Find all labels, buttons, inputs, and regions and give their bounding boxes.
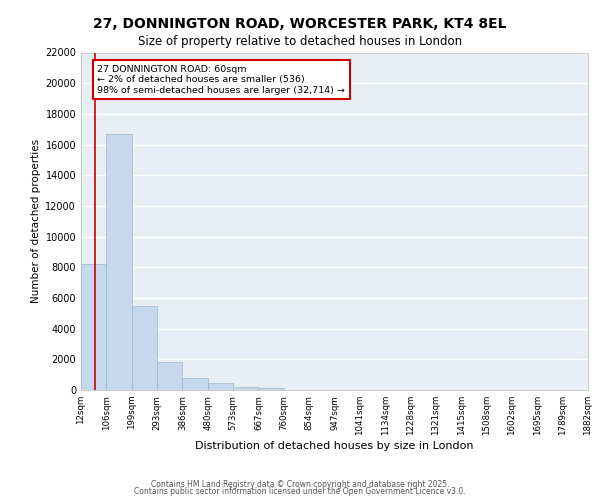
Text: 27 DONNINGTON ROAD: 60sqm
← 2% of detached houses are smaller (536)
98% of semi-: 27 DONNINGTON ROAD: 60sqm ← 2% of detach… bbox=[97, 65, 346, 94]
Bar bbox=[182, 378, 208, 390]
X-axis label: Distribution of detached houses by size in London: Distribution of detached houses by size … bbox=[195, 441, 474, 451]
Y-axis label: Number of detached properties: Number of detached properties bbox=[31, 139, 41, 304]
Bar bbox=[259, 388, 284, 390]
Text: 27, DONNINGTON ROAD, WORCESTER PARK, KT4 8EL: 27, DONNINGTON ROAD, WORCESTER PARK, KT4… bbox=[93, 18, 507, 32]
Text: Contains HM Land Registry data © Crown copyright and database right 2025.: Contains HM Land Registry data © Crown c… bbox=[151, 480, 449, 489]
Text: Size of property relative to detached houses in London: Size of property relative to detached ho… bbox=[138, 35, 462, 48]
Bar bbox=[106, 134, 132, 390]
Bar bbox=[233, 387, 259, 390]
Bar bbox=[81, 264, 106, 390]
Bar bbox=[208, 383, 233, 390]
Bar bbox=[157, 362, 182, 390]
Text: Contains public sector information licensed under the Open Government Licence v3: Contains public sector information licen… bbox=[134, 488, 466, 496]
Bar bbox=[132, 306, 157, 390]
